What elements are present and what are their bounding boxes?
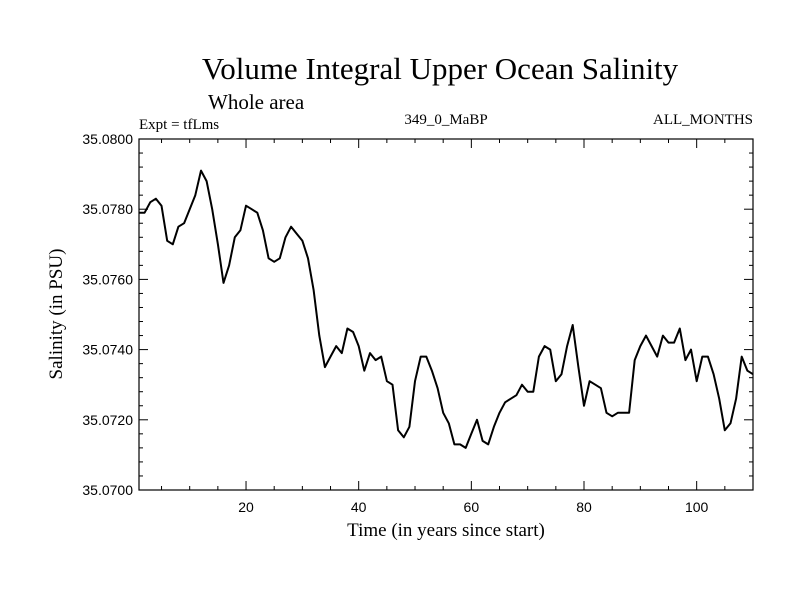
x-tick-label: 20: [238, 499, 254, 515]
y-axis-label: Salinity (in PSU): [46, 249, 67, 380]
chart-subtitle: Whole area: [208, 90, 305, 114]
y-tick-label: 35.0720: [82, 412, 133, 428]
x-axis: 20 40 60 80 100: [161, 139, 754, 515]
x-axis-label: Time (in years since start): [347, 520, 545, 541]
run-id-label: 349_0_MaBP: [404, 112, 487, 128]
chart-title: Volume Integral Upper Ocean Salinity: [202, 51, 679, 86]
series-line-salinity: [139, 169, 754, 449]
x-tick-label: 100: [685, 499, 709, 515]
series-group: [139, 169, 754, 449]
x-tick-label: 80: [576, 499, 592, 515]
x-tick-label: 40: [351, 499, 367, 515]
experiment-label: Expt = tfLms: [139, 117, 219, 133]
plot-frame: [138, 138, 754, 491]
y-tick-label: 35.0700: [82, 482, 133, 498]
months-label: ALL_MONTHS: [653, 112, 753, 128]
x-tick-label: 60: [464, 499, 480, 515]
y-tick-label: 35.0780: [82, 201, 133, 217]
y-tick-label: 35.0800: [82, 131, 133, 147]
y-tick-label: 35.0760: [82, 271, 133, 287]
y-tick-label: 35.0740: [82, 342, 133, 358]
y-axis: 35.0700 35.0720 35.0740 35.0760 35.0780 35.08…: [82, 131, 753, 498]
